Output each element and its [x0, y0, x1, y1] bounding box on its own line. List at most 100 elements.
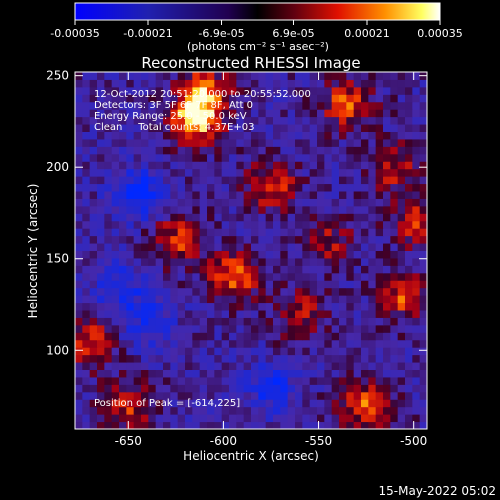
heatmap-cell — [287, 72, 296, 80]
heatmap-cell — [163, 72, 171, 80]
heatmap-cell — [412, 376, 421, 385]
heatmap-cell — [368, 250, 377, 259]
heatmap-cell — [243, 257, 252, 266]
heatmap-cell — [177, 79, 186, 88]
heatmap-cell — [148, 354, 157, 363]
heatmap-cell — [280, 287, 289, 296]
heatmap-cell — [280, 101, 289, 110]
heatmap-cell — [163, 302, 171, 311]
heatmap-cell — [251, 354, 259, 363]
heatmap-cell — [251, 86, 259, 95]
heatmap-cell — [317, 265, 325, 274]
heatmap-cell — [309, 72, 318, 80]
heatmap-cell — [111, 399, 120, 408]
heatmap-cell — [192, 339, 201, 348]
heatmap-cell — [361, 153, 369, 162]
heatmap-cell — [324, 228, 333, 237]
heatmap-cell — [324, 101, 333, 110]
heatmap-cell — [295, 257, 303, 266]
heatmap-cell — [280, 124, 289, 132]
heatmap-cell — [280, 243, 289, 251]
heatmap-cell — [111, 243, 120, 251]
heatmap-cell — [258, 191, 267, 199]
heatmap-cell — [133, 168, 142, 177]
x-tick-label: -550 — [305, 434, 332, 448]
heatmap-cell — [243, 131, 252, 140]
heatmap-cell — [383, 399, 391, 408]
heatmap-cell — [148, 310, 157, 318]
heatmap-cell — [324, 235, 333, 244]
heatmap-cell — [397, 131, 406, 140]
heatmap-cell — [339, 72, 347, 80]
heatmap-cell — [170, 213, 179, 222]
heatmap-cell — [397, 332, 406, 341]
heatmap-cell — [133, 272, 142, 281]
heatmap-cell — [148, 101, 157, 110]
heatmap-cell — [339, 317, 347, 326]
heatmap-cell — [324, 406, 333, 415]
heatmap-cell — [353, 347, 362, 356]
heatmap-cell — [133, 243, 142, 251]
heatmap-cell — [273, 183, 281, 192]
heatmap-cell — [236, 339, 245, 348]
heatmap-cell — [163, 198, 171, 207]
heatmap-cell — [82, 79, 91, 88]
heatmap-cell — [133, 161, 142, 170]
heatmap-cell — [353, 101, 362, 110]
heatmap-cell — [375, 376, 384, 385]
heatmap-cell — [133, 250, 142, 259]
heatmap-cell — [287, 161, 296, 170]
heatmap-cell — [192, 362, 201, 370]
heatmap-cell — [104, 362, 113, 370]
heatmap-cell — [192, 406, 201, 415]
heatmap-cell — [317, 79, 325, 88]
heatmap-cell — [368, 168, 377, 177]
heatmap-cell — [280, 347, 289, 356]
heatmap-cell — [199, 399, 208, 408]
heatmap-cell — [353, 421, 362, 429]
heatmap-cell — [405, 116, 413, 125]
heatmap-cell — [185, 265, 193, 274]
heatmap-cell — [375, 205, 384, 214]
heatmap-cell — [287, 295, 296, 304]
heatmap-cell — [361, 339, 369, 348]
heatmap-cell — [317, 235, 325, 244]
heatmap-cell — [251, 243, 259, 251]
heatmap-cell — [170, 146, 179, 155]
heatmap-cell — [339, 324, 347, 333]
heatmap-cell — [243, 376, 252, 385]
heatmap-cell — [163, 295, 171, 304]
heatmap-cell — [339, 399, 347, 408]
heatmap-cell — [419, 153, 427, 162]
heatmap-cell — [383, 272, 391, 281]
heatmap-cell — [236, 138, 245, 147]
heatmap-cell — [405, 94, 413, 103]
heatmap-cell — [346, 414, 355, 423]
heatmap-cell — [346, 183, 355, 192]
heatmap-cell — [368, 362, 377, 370]
heatmap-cell — [199, 406, 208, 415]
heatmap-cell — [251, 138, 259, 147]
heatmap-cell — [214, 317, 223, 326]
heatmap-cell — [251, 302, 259, 311]
colorbar-tick-label: 6.9e-05 — [272, 27, 314, 40]
heatmap-cell — [104, 138, 113, 147]
heatmap-cell — [339, 86, 347, 95]
heatmap-cell — [383, 421, 391, 429]
heatmap-cell — [89, 176, 98, 185]
heatmap-cell — [309, 79, 318, 88]
heatmap-cell — [412, 280, 421, 289]
heatmap-cell — [287, 339, 296, 348]
heatmap-cell — [331, 295, 340, 304]
heatmap-cell — [236, 302, 245, 311]
heatmap-cell — [353, 124, 362, 132]
heatmap-cell — [390, 228, 399, 237]
heatmap-cell — [295, 376, 303, 385]
heatmap-cell — [82, 161, 91, 170]
heatmap-cell — [243, 332, 252, 341]
heatmap-cell — [155, 339, 164, 348]
heatmap-cell — [207, 265, 215, 274]
heatmap-cell — [185, 243, 193, 251]
heatmap-cell — [104, 317, 113, 326]
heatmap-cell — [346, 339, 355, 348]
